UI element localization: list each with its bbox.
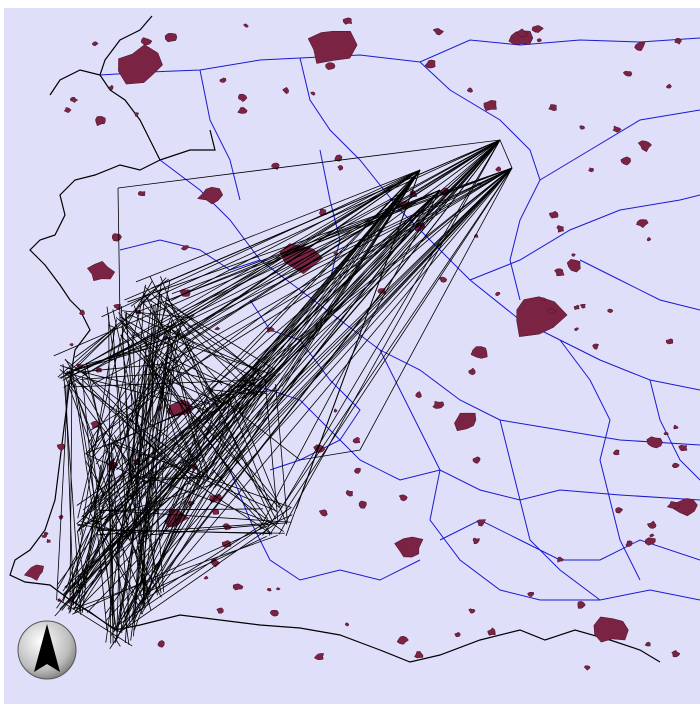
urban-area [326, 63, 336, 70]
north-arrow [18, 621, 76, 679]
urban-area [165, 33, 177, 42]
map [0, 0, 700, 704]
urban-area [664, 432, 668, 435]
urban-area [345, 623, 349, 626]
urban-area [537, 39, 541, 42]
urban-area [343, 18, 352, 25]
urban-area [138, 191, 145, 196]
